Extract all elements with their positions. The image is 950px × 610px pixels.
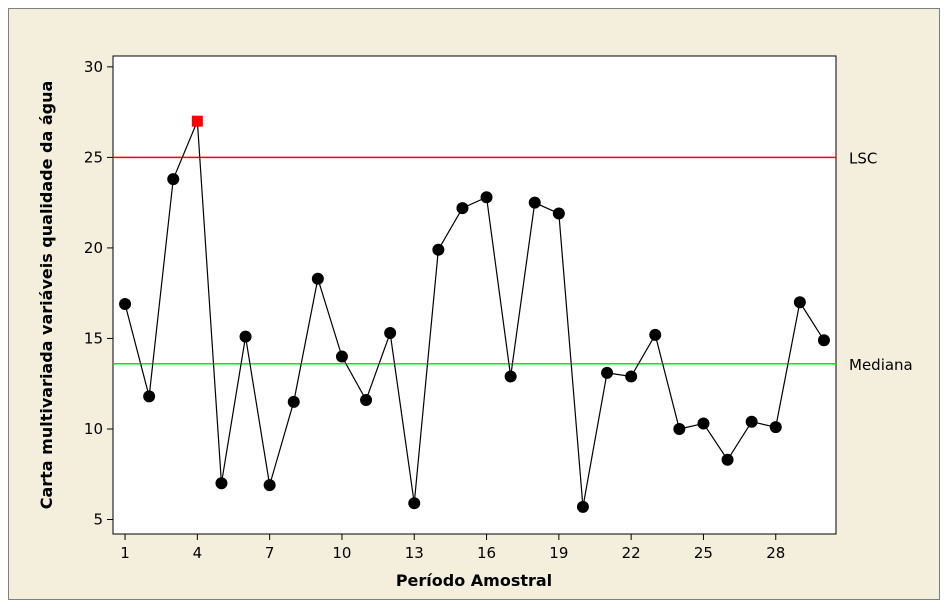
data-point — [408, 497, 421, 510]
reference-label-lsc: LSC — [849, 149, 877, 167]
data-point — [793, 296, 806, 309]
data-point — [769, 421, 782, 434]
x-tick-label: 10 — [332, 544, 351, 562]
data-point — [287, 395, 300, 408]
data-point — [384, 327, 397, 340]
x-tick-label: 25 — [694, 544, 713, 562]
data-point — [721, 453, 734, 466]
reference-line-labels: LSC Mediana — [849, 149, 913, 373]
x-tick-label: 16 — [477, 544, 496, 562]
data-point — [552, 207, 565, 220]
y-tick-label: 25 — [84, 148, 103, 166]
data-point — [215, 477, 228, 490]
data-point — [625, 370, 638, 383]
y-tick-label: 30 — [84, 58, 103, 76]
data-point — [649, 328, 662, 341]
series-line — [124, 120, 825, 507]
y-tick-label: 5 — [93, 511, 103, 529]
data-point — [335, 350, 348, 363]
data-point — [143, 390, 156, 403]
data-point — [528, 196, 541, 209]
data-series — [119, 115, 830, 513]
x-tick-label: 22 — [622, 544, 641, 562]
data-point — [504, 370, 517, 383]
data-point — [239, 330, 252, 343]
out-of-control-point — [191, 115, 203, 127]
data-point — [745, 415, 758, 428]
x-axis-title: Período Amostral — [396, 571, 552, 590]
data-point — [263, 479, 276, 492]
x-tick-label: 19 — [549, 544, 568, 562]
data-point — [673, 422, 686, 435]
y-axis-title: Carta multivariada variáveis qualidade d… — [37, 81, 56, 510]
data-point — [167, 173, 180, 186]
x-axis: 1 4 7 10 13 16 19 22 25 28 — [120, 534, 785, 562]
data-point — [311, 272, 324, 285]
data-point — [432, 243, 445, 256]
reference-lines — [113, 156, 836, 365]
y-axis: 5 10 15 20 25 30 — [84, 58, 113, 529]
y-tick-label: 10 — [84, 420, 103, 438]
data-point — [697, 417, 710, 430]
data-point — [576, 500, 589, 513]
y-tick-label: 15 — [84, 329, 103, 347]
x-tick-label: 4 — [193, 544, 203, 562]
data-point — [360, 394, 373, 407]
data-point — [480, 191, 493, 204]
data-point — [817, 334, 830, 347]
y-tick-label: 20 — [84, 239, 103, 257]
data-point — [119, 298, 132, 311]
x-tick-label: 1 — [120, 544, 130, 562]
x-tick-label: 7 — [265, 544, 275, 562]
x-tick-label: 28 — [766, 544, 785, 562]
plot-area — [112, 55, 837, 535]
data-point — [601, 366, 614, 379]
reference-label-mediana: Mediana — [849, 356, 913, 374]
data-point — [456, 202, 469, 215]
x-tick-label: 13 — [405, 544, 424, 562]
